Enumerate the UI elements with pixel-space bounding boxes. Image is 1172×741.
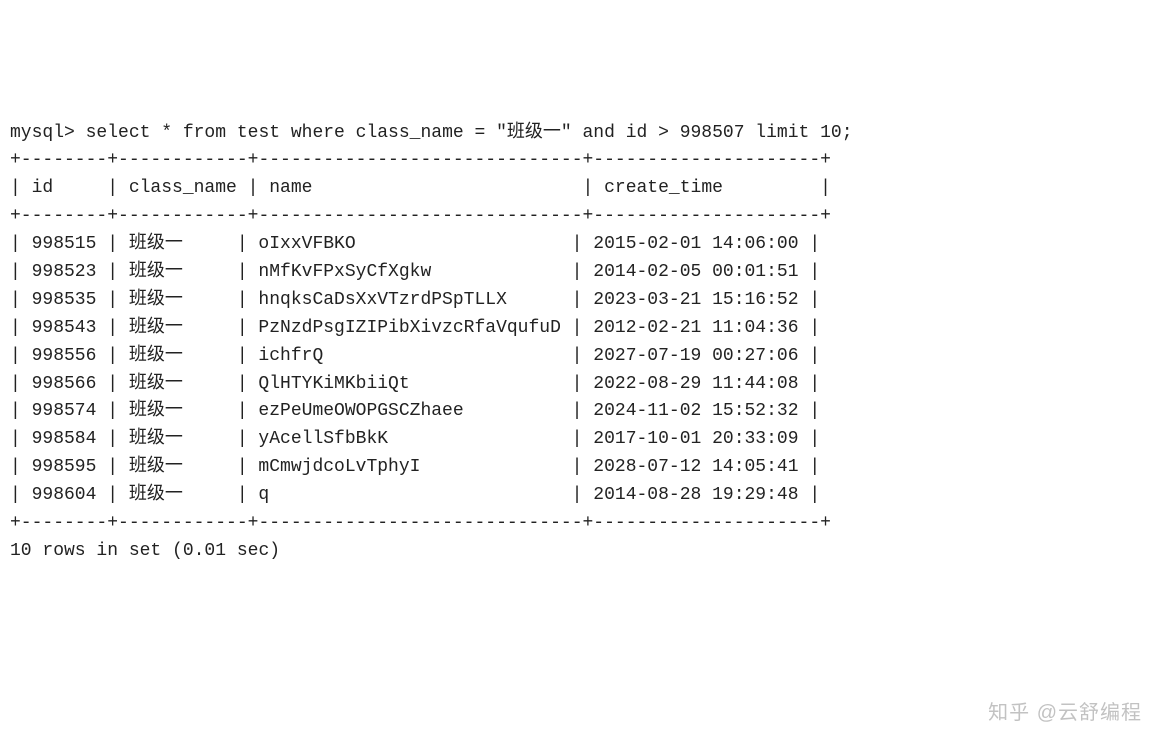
watermark: 知乎 @云舒编程: [988, 698, 1142, 729]
mysql-terminal-output: mysql> select * from test where class_na…: [10, 120, 1162, 566]
